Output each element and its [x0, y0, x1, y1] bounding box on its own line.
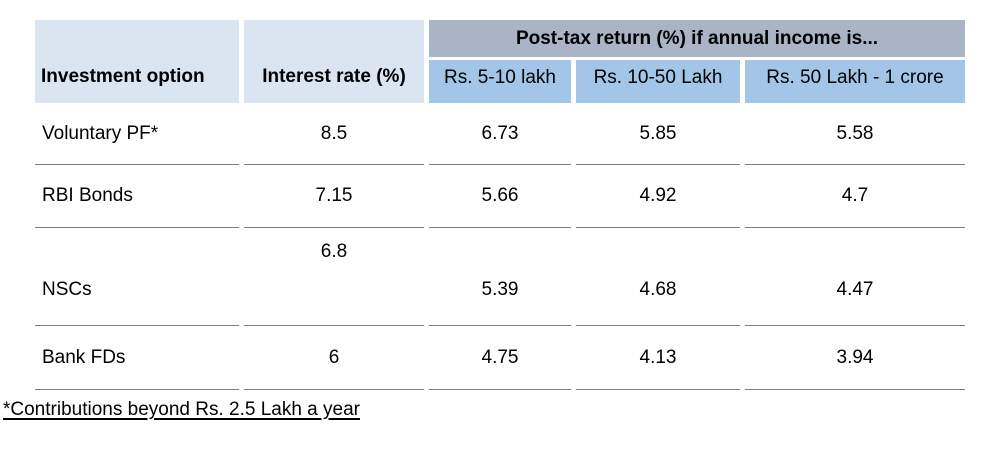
interest-cell: 6.8: [244, 228, 424, 326]
income-header-5-10-lakh: Rs. 5-10 lakh: [429, 60, 571, 103]
return-cell: 4.13: [576, 326, 740, 390]
table-row-rbi-bonds: RBI Bonds 7.15 5.66 4.92 4.7: [35, 165, 965, 228]
col-header-interest-rate: Interest rate (%): [244, 20, 424, 103]
table-row-nscs: NSCs 6.8 5.39 4.68 4.47: [35, 228, 965, 326]
return-cell: 5.58: [745, 103, 965, 165]
option-cell: NSCs: [35, 228, 239, 326]
return-cell: 4.68: [576, 228, 740, 326]
interest-cell: 8.5: [244, 103, 424, 165]
income-header-10-50-lakh: Rs. 10-50 Lakh: [576, 60, 740, 103]
table-row-bank-fds: Bank FDs 6 4.75 4.13 3.94: [35, 326, 965, 390]
return-cell: 6.73: [429, 103, 571, 165]
option-cell: Voluntary PF*: [35, 103, 239, 165]
table-row-voluntary-pf: Voluntary PF* 8.5 6.73 5.85 5.58: [35, 103, 965, 165]
option-cell: Bank FDs: [35, 326, 239, 390]
income-header-row: Rs. 5-10 lakh Rs. 10-50 Lakh Rs. 50 Lakh…: [35, 60, 965, 103]
interest-cell: 7.15: [244, 165, 424, 228]
return-cell: 5.39: [429, 228, 571, 326]
return-cell: 4.47: [745, 228, 965, 326]
return-cell: 4.75: [429, 326, 571, 390]
post-tax-returns-table: Investment option Interest rate (%) Post…: [30, 20, 970, 390]
table-body: Voluntary PF* 8.5 6.73 5.85 5.58 RBI Bon…: [35, 103, 965, 390]
return-cell: 3.94: [745, 326, 965, 390]
footnote: *Contributions beyond Rs. 2.5 Lakh a yea…: [3, 399, 360, 420]
income-header-50-lakh-1-crore: Rs. 50 Lakh - 1 crore: [745, 60, 965, 103]
return-cell: 4.7: [745, 165, 965, 228]
post-tax-return-banner: Post-tax return (%) if annual income is.…: [429, 20, 965, 60]
return-cell: 5.85: [576, 103, 740, 165]
return-cell: 5.66: [429, 165, 571, 228]
col-header-investment-option: Investment option: [35, 20, 239, 103]
return-cell: 4.92: [576, 165, 740, 228]
post-tax-returns-figure: Investment option Interest rate (%) Post…: [0, 20, 983, 464]
interest-cell: 6: [244, 326, 424, 390]
table-header: Investment option Interest rate (%) Post…: [35, 20, 965, 103]
option-cell: RBI Bonds: [35, 165, 239, 228]
banner-row: Investment option Interest rate (%) Post…: [35, 20, 965, 103]
